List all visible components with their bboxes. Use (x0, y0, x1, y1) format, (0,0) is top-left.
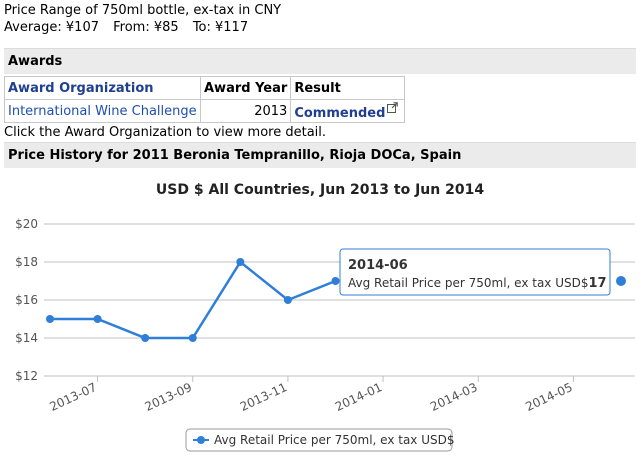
chart-legend[interactable]: Avg Retail Price per 750ml, ex tax USD$ (185, 428, 455, 452)
column-award-year: Award Year (199, 76, 292, 100)
award-result-link[interactable]: Commended (294, 105, 386, 121)
chart-tooltip: 2014-06 Avg Retail Price per 750ml, ex t… (339, 248, 611, 296)
awards-table-header: Award Organization Award Year Result (4, 76, 406, 100)
price-range: Price Range of 750ml bottle, ex-tax in C… (4, 2, 281, 36)
price-range-title: Price Range of 750ml bottle, ex-tax in C… (4, 3, 282, 18)
price-range-values: Average: ¥107 From: ¥85 To: ¥117 (4, 19, 281, 36)
awards-header: Awards (4, 48, 636, 74)
tooltip-value: 17 (589, 276, 607, 291)
chart-title: USD $ All Countries, Jun 2013 to Jun 201… (156, 182, 484, 198)
data-point[interactable] (93, 315, 102, 323)
price-from: From: ¥85 (113, 20, 179, 35)
price-history-chart: USD $ All Countries, Jun 2013 to Jun 201… (15, 182, 635, 452)
table-row: International Wine Challenge 2013 Commen… (4, 99, 406, 123)
price-to: To: ¥117 (192, 20, 249, 35)
data-point[interactable] (331, 277, 340, 285)
award-year-cell: 2013 (199, 99, 292, 123)
column-result: Result (290, 76, 406, 100)
x-tick-label: 2013-09 (143, 380, 194, 414)
tooltip-box (339, 248, 611, 296)
data-point[interactable] (283, 296, 292, 304)
data-point[interactable] (615, 275, 627, 287)
award-result-cell[interactable]: Commended (290, 99, 406, 123)
x-axis-labels: 2013-07 2013-09 2013-11 2014-01 2014-03 2014-… (47, 380, 574, 414)
chart-series (46, 258, 627, 342)
y-tick-label: $20 (15, 217, 38, 231)
external-link-icon[interactable] (387, 101, 399, 113)
award-organization-cell: International Wine Challenge (4, 99, 201, 123)
awards-table: Award Organization Award Year Result Int… (4, 76, 406, 123)
y-axis-labels: $12 $14 $16 $18 $20 (15, 217, 38, 383)
tooltip-series-label: Avg Retail Price per 750ml, ex tax USD$ (348, 276, 589, 290)
tooltip-date: 2014-06 (348, 258, 408, 273)
y-tick-label: $18 (15, 255, 38, 269)
price-average: Average: ¥107 (4, 20, 99, 35)
data-point[interactable] (188, 334, 197, 342)
award-organization-link[interactable]: International Wine Challenge (8, 103, 197, 119)
data-point[interactable] (141, 334, 150, 342)
x-tick-label: 2014-05 (523, 380, 574, 414)
y-tick-label: $16 (15, 293, 38, 307)
x-tick-label: 2013-11 (238, 380, 289, 414)
chart-grid (44, 223, 635, 382)
data-point[interactable] (236, 258, 245, 266)
award-click-note: Click the Award Organization to view mor… (4, 125, 327, 140)
tooltip-series-name: Avg Retail Price per 750ml, ex tax USD$1… (348, 276, 607, 291)
y-tick-label: $14 (15, 331, 38, 345)
column-award-organization: Award Organization (4, 76, 201, 100)
x-tick-label: 2014-01 (333, 380, 384, 414)
x-tick-label: 2013-07 (47, 380, 98, 414)
price-history-header: Price History for 2011 Beronia Tempranil… (4, 142, 636, 168)
data-point[interactable] (46, 315, 54, 323)
legend-box[interactable] (185, 428, 453, 452)
legend-item-label[interactable]: Avg Retail Price per 750ml, ex tax USD$ (214, 433, 455, 447)
legend-marker-icon (197, 436, 205, 444)
x-tick-label: 2014-03 (428, 380, 479, 414)
y-tick-label: $12 (15, 369, 38, 383)
